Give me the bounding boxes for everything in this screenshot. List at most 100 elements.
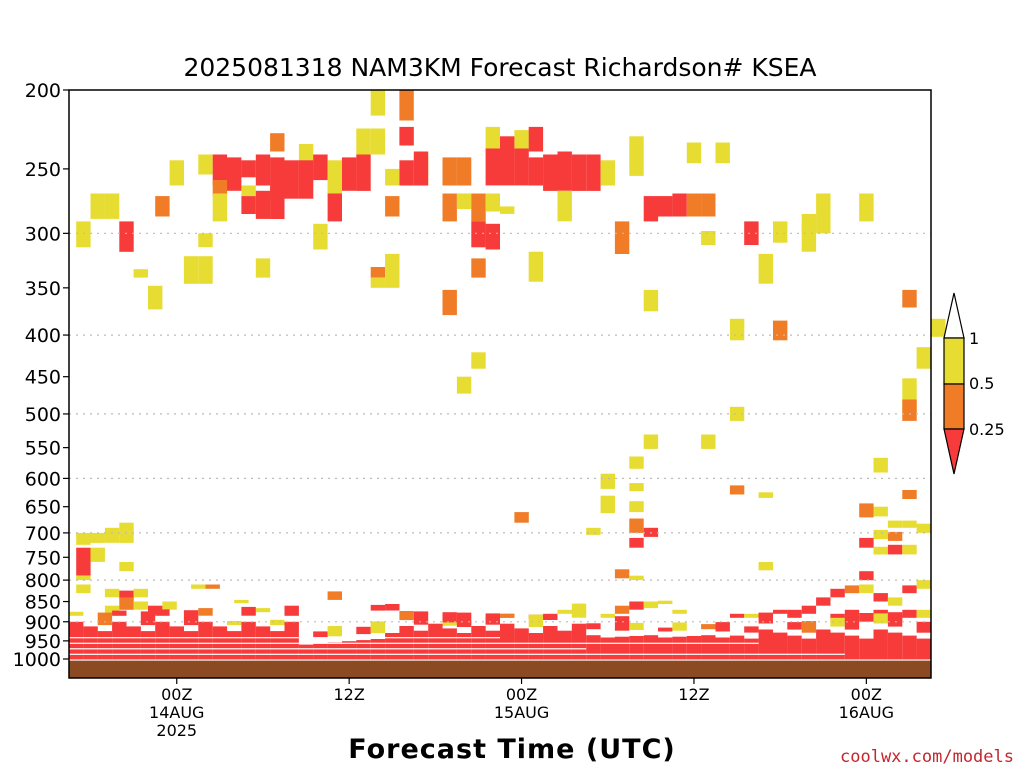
heatmap-cell (902, 490, 917, 499)
heatmap-cell (557, 190, 572, 222)
heatmap-cell (119, 597, 134, 610)
heatmap-cell (873, 546, 888, 555)
heatmap-cell (313, 154, 328, 181)
heatmap-cell (773, 320, 788, 341)
y-tick-label: 800 (25, 570, 61, 592)
heatmap-cell (356, 626, 371, 635)
heatmap-cell (902, 544, 917, 555)
heatmap-cell (801, 605, 817, 614)
heatmap-cell (241, 196, 256, 214)
heatmap-cell (801, 223, 817, 252)
heatmap-cell (399, 126, 414, 146)
heatmap-cell (370, 604, 386, 611)
heatmap-cell (241, 160, 256, 178)
heatmap-cell (773, 609, 788, 614)
heatmap-cell (313, 223, 328, 250)
heatmap-cell (198, 608, 213, 616)
heatmap-cell (485, 193, 500, 212)
heatmap-cell (183, 610, 199, 626)
heatmap-cell (428, 623, 443, 659)
heatmap-cell (586, 623, 601, 630)
heatmap-cell (119, 522, 134, 533)
heatmap-cell (148, 285, 163, 310)
heatmap-cell (442, 289, 457, 316)
heatmap-cell (658, 196, 673, 217)
heatmap-cell (471, 626, 486, 659)
heatmap-cell (873, 457, 888, 473)
heatmap-cell (902, 289, 917, 308)
heatmap-cell (385, 633, 400, 659)
heatmap-cell (729, 613, 745, 618)
heatmap-cell (902, 520, 917, 528)
heatmap-cell (830, 588, 845, 598)
heatmap-cell (528, 614, 544, 627)
heatmap-cell (399, 90, 414, 121)
x-axis-label: Forecast Time (UTC) (348, 734, 675, 765)
y-tick-label: 550 (25, 438, 61, 460)
heatmap-cell (686, 193, 702, 217)
heatmap-cell (385, 604, 400, 611)
y-tick-label: 500 (25, 404, 61, 426)
heatmap-cell (327, 626, 342, 637)
heatmap-cell (413, 611, 429, 625)
heatmap-cell (859, 584, 874, 594)
chart-title: 2025081318 NAM3KM Forecast Richardson# K… (183, 53, 816, 82)
heatmap-cell (816, 597, 831, 606)
heatmap-cell (76, 547, 91, 576)
heatmap-cell (873, 529, 888, 539)
heatmap-cell (313, 643, 328, 659)
heatmap-cell (112, 621, 127, 659)
heatmap-cell (830, 617, 845, 627)
heatmap-cell (370, 267, 386, 278)
heatmap-cell (284, 621, 299, 659)
heatmap-cell (442, 193, 457, 222)
heatmap-cell (844, 609, 860, 618)
heatmap-cell (787, 635, 802, 659)
heatmap-cell (155, 621, 170, 659)
heatmap-cell (902, 585, 917, 594)
y-tick-label: 250 (25, 159, 61, 181)
heatmap-cell (241, 621, 256, 659)
heatmap-cell (370, 277, 386, 288)
heatmap-cell (500, 623, 515, 659)
heatmap-cell (205, 584, 220, 589)
heatmap-cell (155, 196, 170, 217)
heatmap-cell (629, 636, 644, 659)
heatmap-cell (643, 601, 659, 609)
heatmap-cell (844, 585, 860, 594)
heatmap-cell (729, 635, 745, 659)
x-tick-label: 00Z (506, 685, 537, 704)
heatmap-cell (571, 603, 587, 618)
y-tick-label: 600 (25, 468, 61, 490)
heatmap-cell (729, 318, 745, 341)
heatmap-cell (701, 624, 716, 630)
heatmap-cell (859, 503, 874, 518)
grid-lines (69, 232, 931, 623)
heatmap-cell (557, 630, 572, 659)
heatmap-cell (859, 537, 874, 548)
heatmap-cell (629, 501, 644, 513)
heatmap-cell (916, 580, 931, 589)
heatmap-cell (399, 611, 414, 621)
heatmap-cell (119, 221, 134, 252)
y-tick-label: 200 (25, 80, 61, 102)
y-axis: 200 250 300 350 400 450 500 550 600 650 7007508008… (13, 80, 69, 671)
heatmap-cell (399, 160, 414, 186)
heatmap-cell (643, 434, 659, 449)
heatmap-cell (902, 399, 917, 421)
heatmap-cell (758, 253, 773, 284)
y-tick-label: 450 (25, 367, 61, 389)
heatmap-cell (543, 615, 558, 620)
heatmap-cell (571, 623, 587, 659)
heatmap-cell (500, 206, 515, 214)
x-tick-label: 00Z (161, 685, 192, 704)
heatmap-cell (284, 605, 299, 616)
heatmap-cell (600, 473, 615, 489)
heatmap-cell (873, 506, 888, 517)
colorbar-label: 1 (969, 329, 979, 348)
heatmap-cell (744, 638, 759, 659)
heatmap-cell (916, 638, 931, 659)
heatmap-cell (600, 495, 615, 514)
heatmap-cell (600, 160, 615, 186)
heatmap-cell (212, 180, 228, 197)
